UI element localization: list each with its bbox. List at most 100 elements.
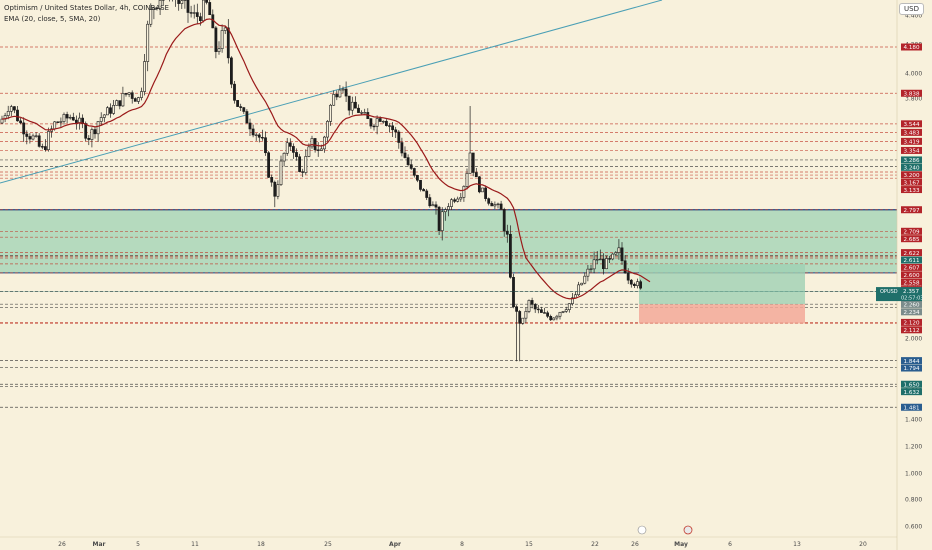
candle [102,114,106,118]
price-level-badge-label: 1.481 [904,405,920,411]
candle [99,117,103,122]
candle [291,146,295,153]
candle [195,12,199,17]
candle [620,247,624,262]
candle [25,133,29,137]
candle [564,309,568,312]
candle [453,199,457,202]
candle [484,187,488,199]
candle [68,116,72,119]
price-level-badge [901,256,922,264]
x-axis-tick-label: 22 [591,541,599,548]
candle [62,114,66,122]
price-level-badge-label: 2.685 [904,237,920,243]
y-axis-tick-label: 1.000 [905,471,922,478]
price-level-badge [901,357,922,365]
candle [459,197,463,200]
candle [611,253,615,260]
x-axis-tick-label: Mar [93,541,106,548]
candle [335,94,339,98]
y-axis-tick-label: 2.000 [905,336,922,343]
candle [155,7,159,9]
y-axis-tick-label: 4.400 [905,13,922,20]
candle [40,146,44,148]
price-level-badge-label: 2.120 [904,321,920,327]
candle [384,120,388,126]
price-level-badge [901,388,922,396]
candle [264,137,267,154]
candle [223,27,227,31]
candle [183,0,187,1]
candle [288,142,292,147]
x-axis-tick-label: 11 [191,541,199,548]
candle [409,164,413,169]
candle [636,281,639,286]
candle [388,125,391,127]
price-level-badge-label: 1.632 [904,390,920,396]
candle [143,61,147,92]
candle [217,48,221,52]
candle [614,252,618,255]
candle [282,152,286,162]
candle [518,311,522,324]
price-level-badge-label: 2.558 [904,280,920,286]
price-level-badge-label: 1.844 [904,359,920,365]
y-axis-tick-label: 1.400 [905,417,922,424]
candle [502,209,506,232]
candle [375,118,379,127]
candle [415,175,419,181]
x-axis-tick-label: 6 [728,541,732,548]
price-level-badge [901,227,922,235]
candle [626,272,630,281]
candle [378,118,382,122]
current-price-value: 2.357 [903,289,919,295]
candle [130,92,134,99]
candle [623,260,627,274]
price-level-badge-label: 1.794 [904,366,920,372]
price-level-badge-label: 3.838 [904,91,920,97]
price-level-badge-label: 3.167 [904,180,920,186]
price-level-badge [901,171,922,179]
candle [332,94,336,106]
price-level-badge-label: 3.354 [904,149,920,155]
price-level-badge [901,308,922,316]
x-axis-tick-label: 25 [324,541,332,548]
candle [567,303,571,310]
candle [536,308,540,311]
candle [47,131,50,150]
candle [505,230,509,235]
candle [632,283,636,286]
candle [242,107,246,112]
price-level-badge-label: 3.483 [904,131,920,137]
candle [608,258,612,260]
candle [9,106,13,112]
price-level-badge [901,326,922,334]
indicator-label[interactable]: EMA (20, close, 5, SMA, 20) [4,15,101,23]
candle [521,317,525,324]
candle [440,211,444,231]
candle [260,137,264,139]
price-level-badge-label: 3.240 [904,166,920,172]
price-level-badge-label: 2.234 [904,310,920,316]
candle [595,259,599,261]
ema-line [1,18,651,300]
currency-badge[interactable]: USD [899,3,924,15]
price-level-badge-label: 3.286 [904,158,920,164]
candle [344,88,348,97]
symbol-title[interactable]: Optimism / United States Dollar, 4h, COI… [4,4,169,12]
candle [109,107,112,114]
candle [508,233,512,278]
candle [601,258,605,270]
candle [329,104,333,122]
position-profit-zone [639,263,805,305]
x-axis-tick-label: 13 [793,541,801,548]
candle [549,316,553,321]
candle [220,30,224,49]
candle [118,100,122,107]
candle [412,168,416,176]
current-price-countdown: 02:57:03 [901,296,923,302]
candle [543,312,546,314]
price-level-badge-label: 3.419 [904,140,920,146]
